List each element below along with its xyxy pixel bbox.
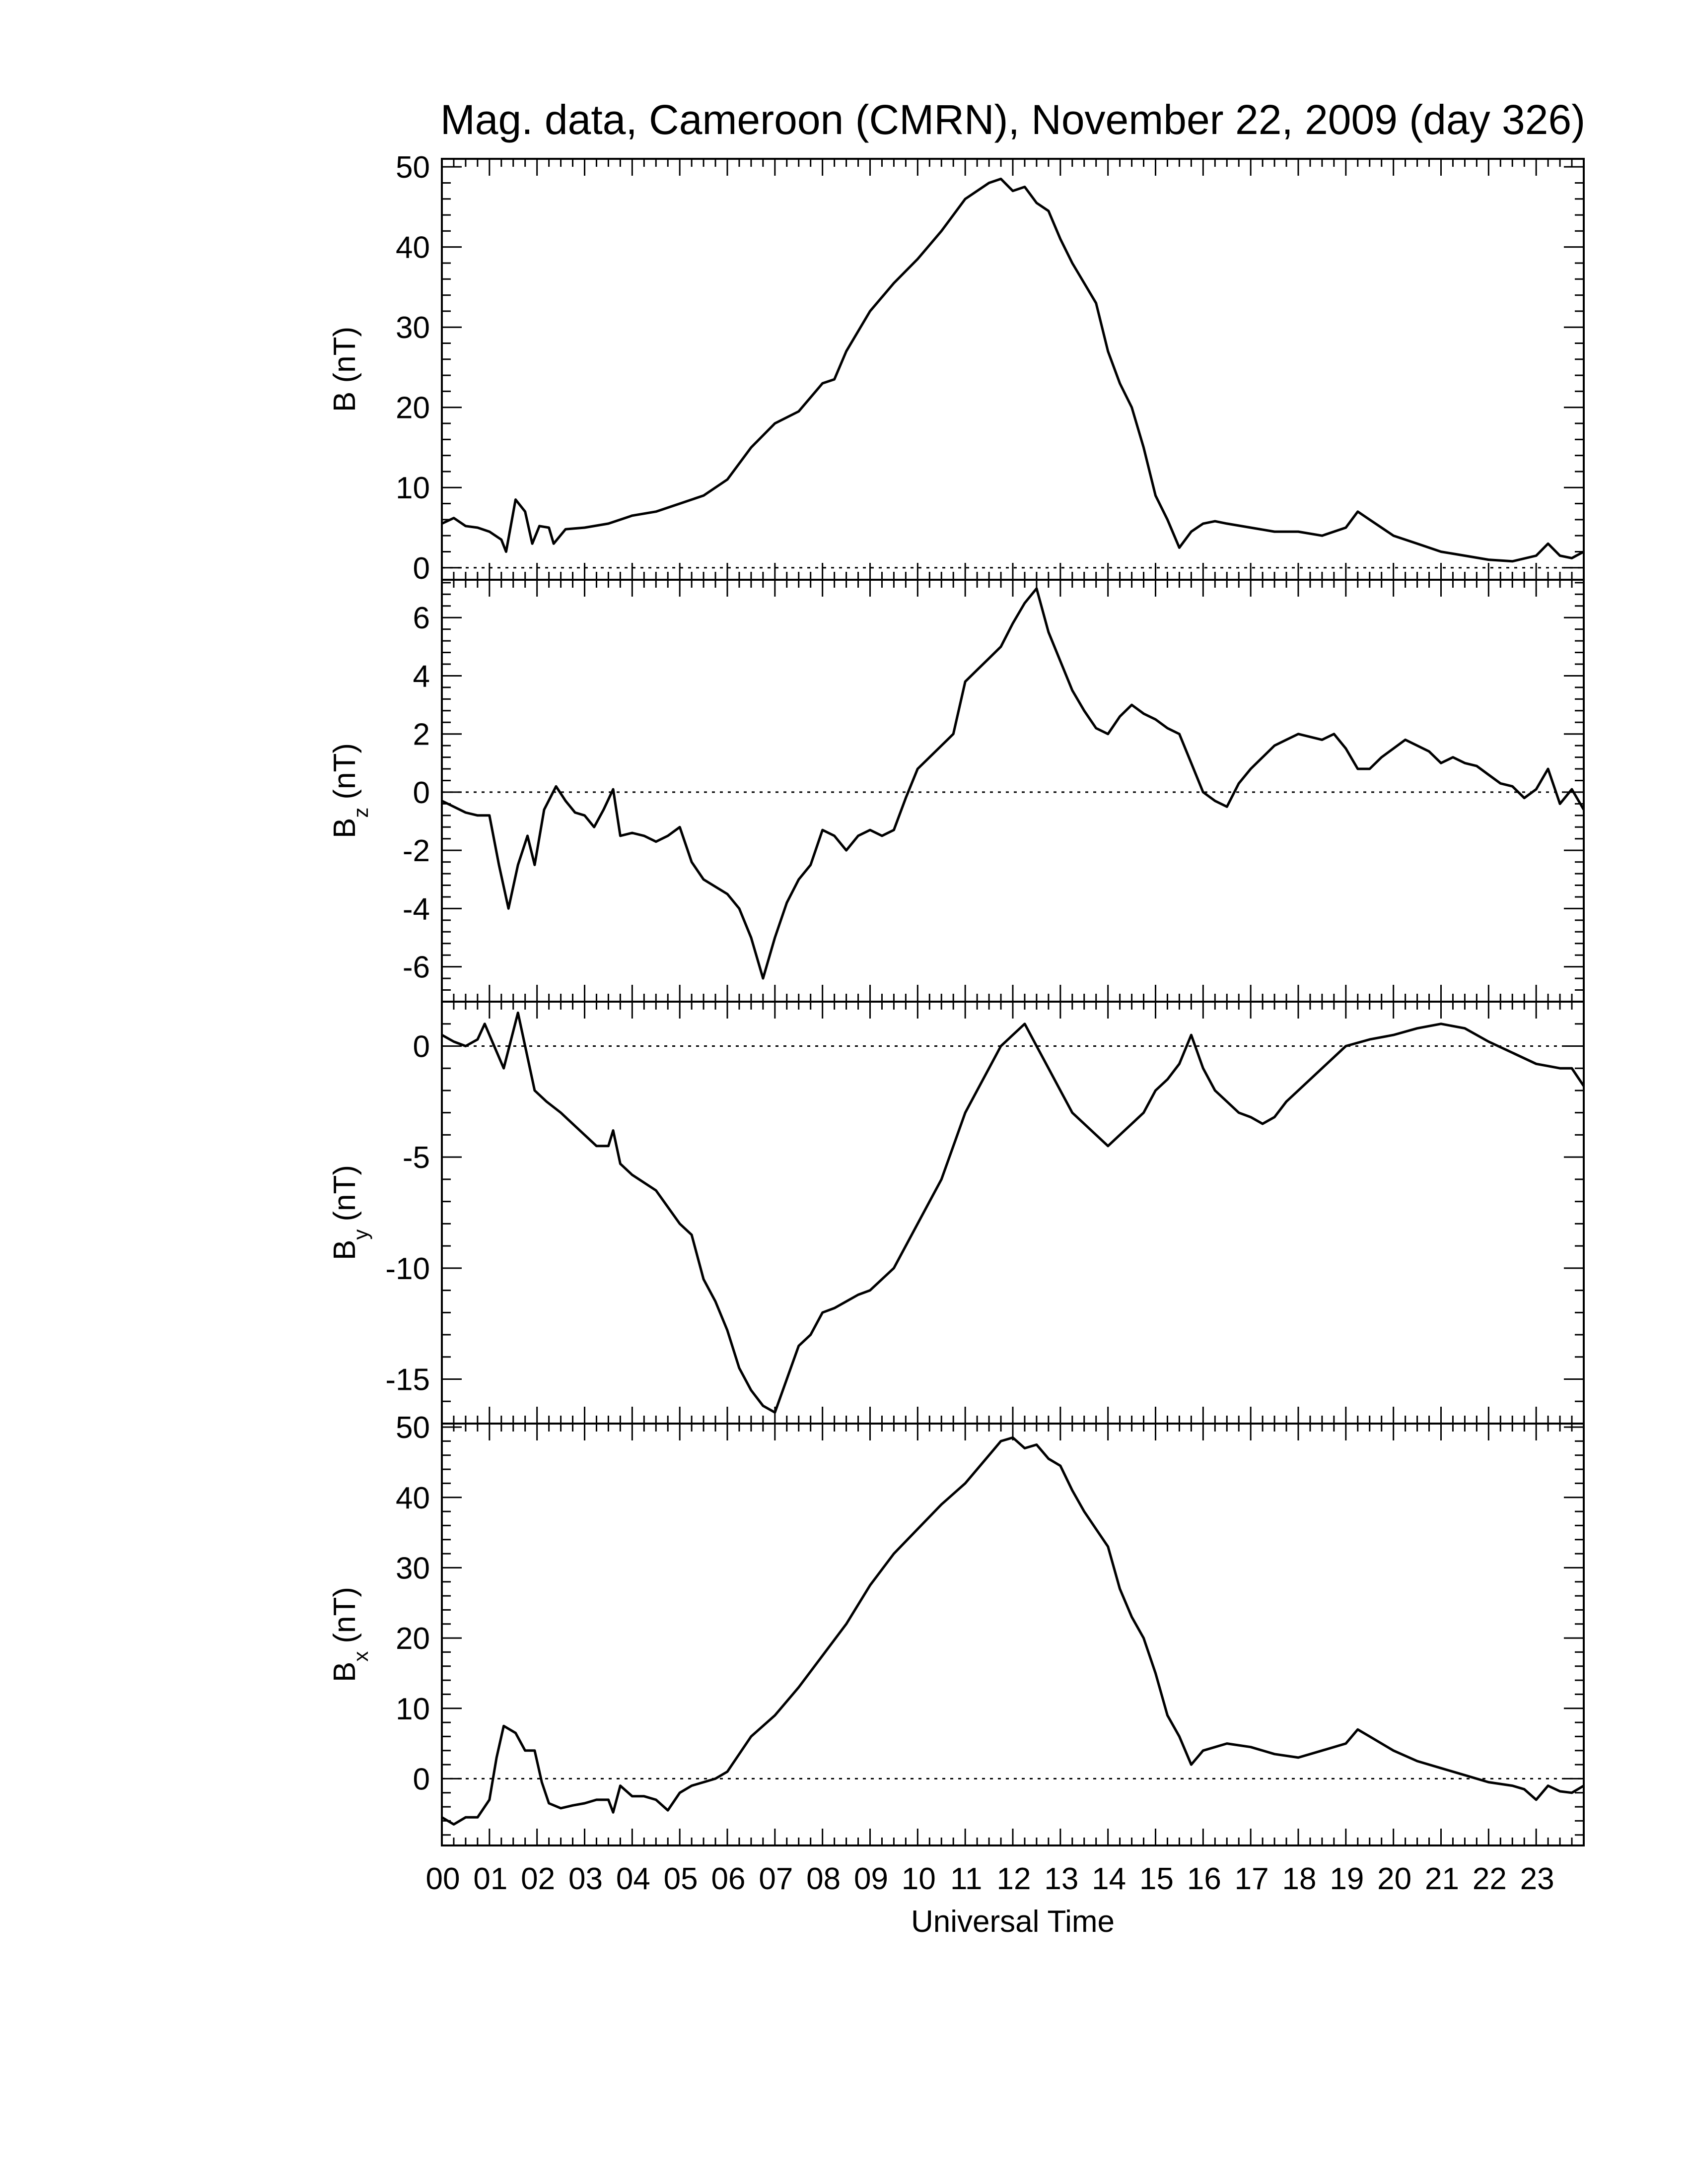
y-tick-label: 20 (396, 391, 430, 425)
panel-bx-ytick-labels: 0 10 20 30 40 50 (396, 1411, 430, 1796)
y-tick-label: 30 (396, 1551, 430, 1585)
x-axis-title: Universal Time (911, 1905, 1115, 1939)
x-tick-label: 14 (1092, 1862, 1126, 1896)
panel-bz-ylabel-main: B (328, 818, 362, 838)
y-tick-label: 20 (396, 1622, 430, 1656)
x-tick-label: 00 (426, 1862, 460, 1896)
x-tick-label: 02 (521, 1862, 555, 1896)
panel-by-series-line (441, 1011, 1585, 1414)
panel-b-ylabel-main: B (nT) (328, 327, 362, 412)
panel-bz-ylabel: Bz (nT) (328, 743, 372, 838)
x-tick-label: 08 (806, 1862, 841, 1896)
y-tick-label: 10 (396, 471, 430, 505)
panel-bz-ytick-labels: -6 -4 -2 0 2 4 6 (403, 601, 430, 984)
panel-by-ylabel-sub: y (349, 1229, 372, 1240)
x-tick-label: 21 (1425, 1862, 1459, 1896)
y-tick-label: -10 (385, 1252, 430, 1286)
panel-bz-ylabel-sub: z (349, 808, 372, 818)
x-tick-label: 07 (759, 1862, 793, 1896)
y-tick-label: 10 (396, 1692, 430, 1726)
y-tick-label: 4 (413, 659, 430, 693)
chart-title: Mag. data, Cameroon (CMRN), November 22,… (440, 96, 1585, 143)
x-tick-labels: 00 01 02 03 04 05 06 07 08 09 10 11 12 13 14 15 16 17 18 19… (426, 1862, 1554, 1896)
x-tick-label: 10 (902, 1862, 936, 1896)
panel-by-ylabel: By (nT) (328, 1165, 372, 1260)
y-tick-label: 30 (396, 311, 430, 345)
panel-b: 0 10 20 30 40 50 B (nT) (328, 150, 1585, 586)
panel-bx-ticks (441, 1424, 1585, 1845)
y-tick-label: -15 (385, 1363, 430, 1397)
panel-by-ytick-labels: -15 -10 -5 0 (385, 1029, 430, 1397)
x-tick-label: 19 (1330, 1862, 1364, 1896)
panel-bz-series-line (441, 587, 1585, 980)
x-tick-label: 23 (1520, 1862, 1554, 1896)
y-tick-label: 2 (413, 718, 430, 752)
x-tick-label: 04 (616, 1862, 650, 1896)
x-tick-label: 11 (950, 1862, 982, 1896)
x-tick-label: 17 (1235, 1862, 1269, 1896)
panel-by-ylabel-tail: (nT) (328, 1165, 362, 1222)
panel-bx-frame (441, 1423, 1585, 1846)
panel-by-ylabel-main: B (328, 1240, 362, 1260)
panel-b-series-line (441, 177, 1585, 563)
x-tick-label: 12 (997, 1862, 1031, 1896)
panel-bz-ylabel-tail: (nT) (328, 743, 362, 800)
panel-bz: -6 -4 -2 0 2 4 6 Bz (nT) (328, 579, 1585, 1003)
y-tick-label: -4 (403, 892, 430, 926)
x-tick-label: 20 (1377, 1862, 1411, 1896)
y-tick-label: 50 (396, 150, 430, 185)
y-tick-label: 50 (396, 1411, 430, 1445)
x-tick-label: 18 (1282, 1862, 1317, 1896)
y-tick-label: 6 (413, 601, 430, 635)
x-tick-label: 05 (664, 1862, 698, 1896)
x-tick-label: 03 (568, 1862, 603, 1896)
panel-bx-ylabel: Bx (nT) (328, 1587, 372, 1682)
panel-by-frame (441, 1001, 1585, 1425)
x-tick-label: 22 (1473, 1862, 1507, 1896)
y-tick-label: 0 (413, 776, 430, 810)
panel-b-ytick-labels: 0 10 20 30 40 50 (396, 150, 430, 586)
x-tick-label: 01 (473, 1862, 507, 1896)
y-tick-label: -2 (403, 834, 430, 868)
x-tick-label: 06 (711, 1862, 746, 1896)
y-tick-label: 40 (396, 231, 430, 265)
x-tick-label: 15 (1139, 1862, 1174, 1896)
panel-b-ylabel: B (nT) (328, 327, 362, 412)
x-tick-label: 13 (1044, 1862, 1078, 1896)
x-tick-label: 16 (1187, 1862, 1221, 1896)
panel-bx-ylabel-tail: (nT) (328, 1587, 362, 1643)
panel-b-frame (441, 158, 1585, 581)
panel-bx-ylabel-sub: x (349, 1651, 372, 1662)
y-tick-label: 0 (413, 1762, 430, 1796)
y-tick-label: 0 (413, 1029, 430, 1064)
y-tick-label: 40 (396, 1481, 430, 1515)
panel-bx-series-line (441, 1436, 1585, 1826)
panel-bx: 0 10 20 30 40 50 Bx (nT) (328, 1411, 1585, 1846)
y-tick-label: -6 (403, 951, 430, 985)
panel-b-ticks (441, 159, 1585, 580)
panel-by-ticks (441, 1001, 1585, 1425)
y-tick-label: 0 (413, 551, 430, 586)
panel-bx-ylabel-main: B (328, 1662, 362, 1682)
panel-by: -15 -10 -5 0 By (nT) (328, 1001, 1585, 1425)
y-tick-label: -5 (403, 1141, 430, 1175)
x-tick-label: 09 (854, 1862, 888, 1896)
